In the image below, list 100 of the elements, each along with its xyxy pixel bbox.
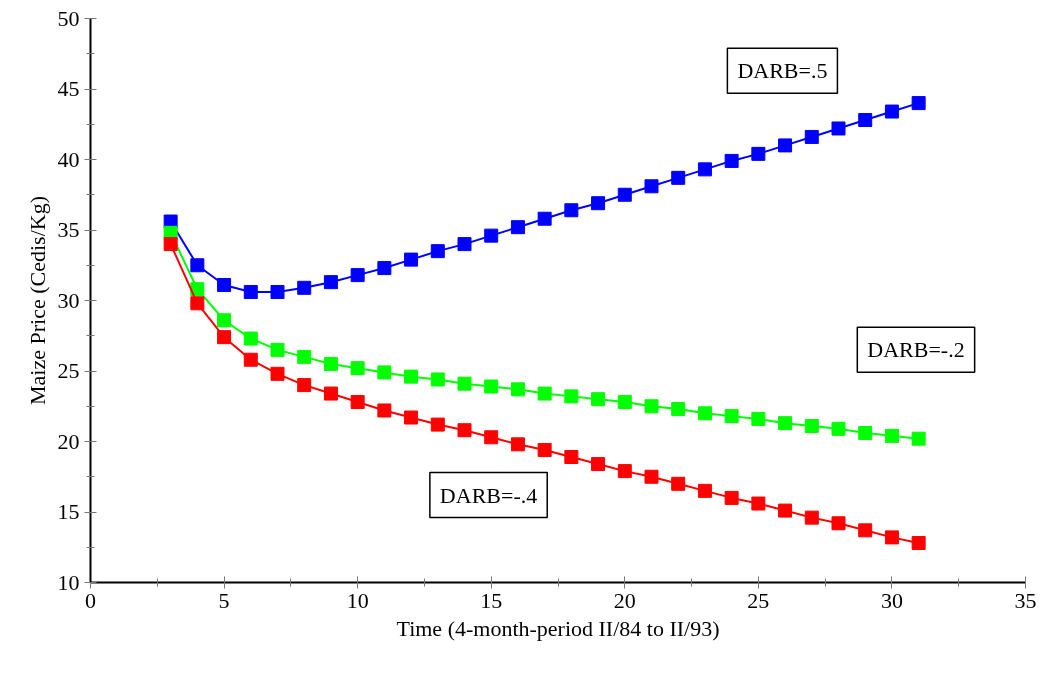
point	[190, 258, 205, 273]
x-tick-label: 15	[480, 587, 503, 613]
y-tick-label: 45	[57, 76, 80, 101]
point	[804, 418, 819, 433]
point	[911, 96, 926, 111]
point	[564, 203, 579, 218]
point	[297, 349, 312, 364]
point	[858, 113, 873, 128]
point	[831, 421, 846, 436]
point	[537, 211, 552, 226]
point	[751, 496, 766, 511]
point	[724, 409, 739, 424]
x-axis-title: Time (4-month-period II/84 to II/93)	[396, 615, 720, 641]
y-tick-label: 15	[57, 499, 80, 524]
y-tick-label: 40	[57, 146, 80, 172]
point	[457, 423, 472, 438]
point	[884, 428, 899, 443]
point	[323, 275, 338, 290]
point	[484, 379, 499, 394]
point	[377, 365, 392, 380]
point	[270, 285, 285, 300]
point	[270, 366, 285, 381]
point	[697, 162, 712, 177]
point	[510, 382, 525, 397]
series-label: DARB=.5	[737, 58, 828, 84]
x-tick-label: 25	[747, 587, 770, 613]
point	[297, 280, 312, 295]
point	[804, 510, 819, 525]
x-tick-label: 10	[346, 587, 369, 613]
point	[831, 121, 846, 136]
point	[377, 261, 392, 276]
point	[537, 442, 552, 457]
point	[884, 104, 899, 119]
point	[617, 464, 632, 479]
point	[217, 330, 232, 345]
point	[430, 372, 445, 387]
point	[350, 268, 365, 283]
point	[430, 417, 445, 432]
x-tick-label: 20	[613, 587, 636, 613]
point	[163, 237, 178, 252]
point	[270, 342, 285, 357]
point	[217, 277, 232, 292]
x-tick-label: 35	[1014, 587, 1037, 613]
point	[484, 228, 499, 243]
point	[591, 196, 606, 211]
point	[724, 153, 739, 168]
y-tick-label: 50	[57, 5, 80, 31]
point	[404, 369, 419, 384]
point	[457, 237, 472, 252]
y-tick-label: 25	[57, 358, 80, 383]
point	[510, 220, 525, 235]
point	[751, 411, 766, 426]
point	[671, 476, 686, 491]
point	[510, 437, 525, 452]
point	[884, 530, 899, 545]
point	[564, 389, 579, 404]
point	[190, 296, 205, 311]
point	[644, 469, 659, 484]
point	[591, 392, 606, 407]
point	[190, 282, 205, 297]
point	[564, 450, 579, 465]
point	[911, 431, 926, 446]
point	[243, 331, 258, 346]
point	[778, 138, 793, 153]
point	[323, 386, 338, 401]
point	[457, 376, 472, 391]
point	[858, 523, 873, 538]
point	[404, 252, 419, 267]
point	[778, 503, 793, 518]
y-tick-label: 20	[57, 428, 80, 454]
point	[858, 426, 873, 441]
point	[644, 179, 659, 194]
point	[697, 483, 712, 498]
point	[751, 146, 766, 161]
y-tick-label: 10	[57, 569, 80, 595]
point	[617, 187, 632, 202]
point	[243, 285, 258, 300]
point	[911, 536, 926, 551]
point	[778, 416, 793, 431]
point	[484, 430, 499, 445]
point	[404, 410, 419, 425]
point	[671, 170, 686, 185]
x-tick-label: 5	[218, 587, 230, 613]
x-tick-label: 0	[85, 587, 96, 613]
point	[323, 356, 338, 371]
point	[537, 386, 552, 401]
point	[350, 361, 365, 376]
point	[377, 403, 392, 418]
point	[243, 352, 258, 367]
point	[671, 402, 686, 417]
point	[217, 313, 232, 328]
x-tick-label: 30	[880, 587, 903, 613]
series-label: DARB=-.4	[439, 482, 538, 508]
y-tick-label: 35	[57, 217, 80, 242]
point	[591, 457, 606, 472]
point	[297, 378, 312, 393]
point	[350, 395, 365, 410]
point	[831, 516, 846, 531]
point	[804, 129, 819, 144]
text: DARB=-.2	[867, 337, 965, 363]
